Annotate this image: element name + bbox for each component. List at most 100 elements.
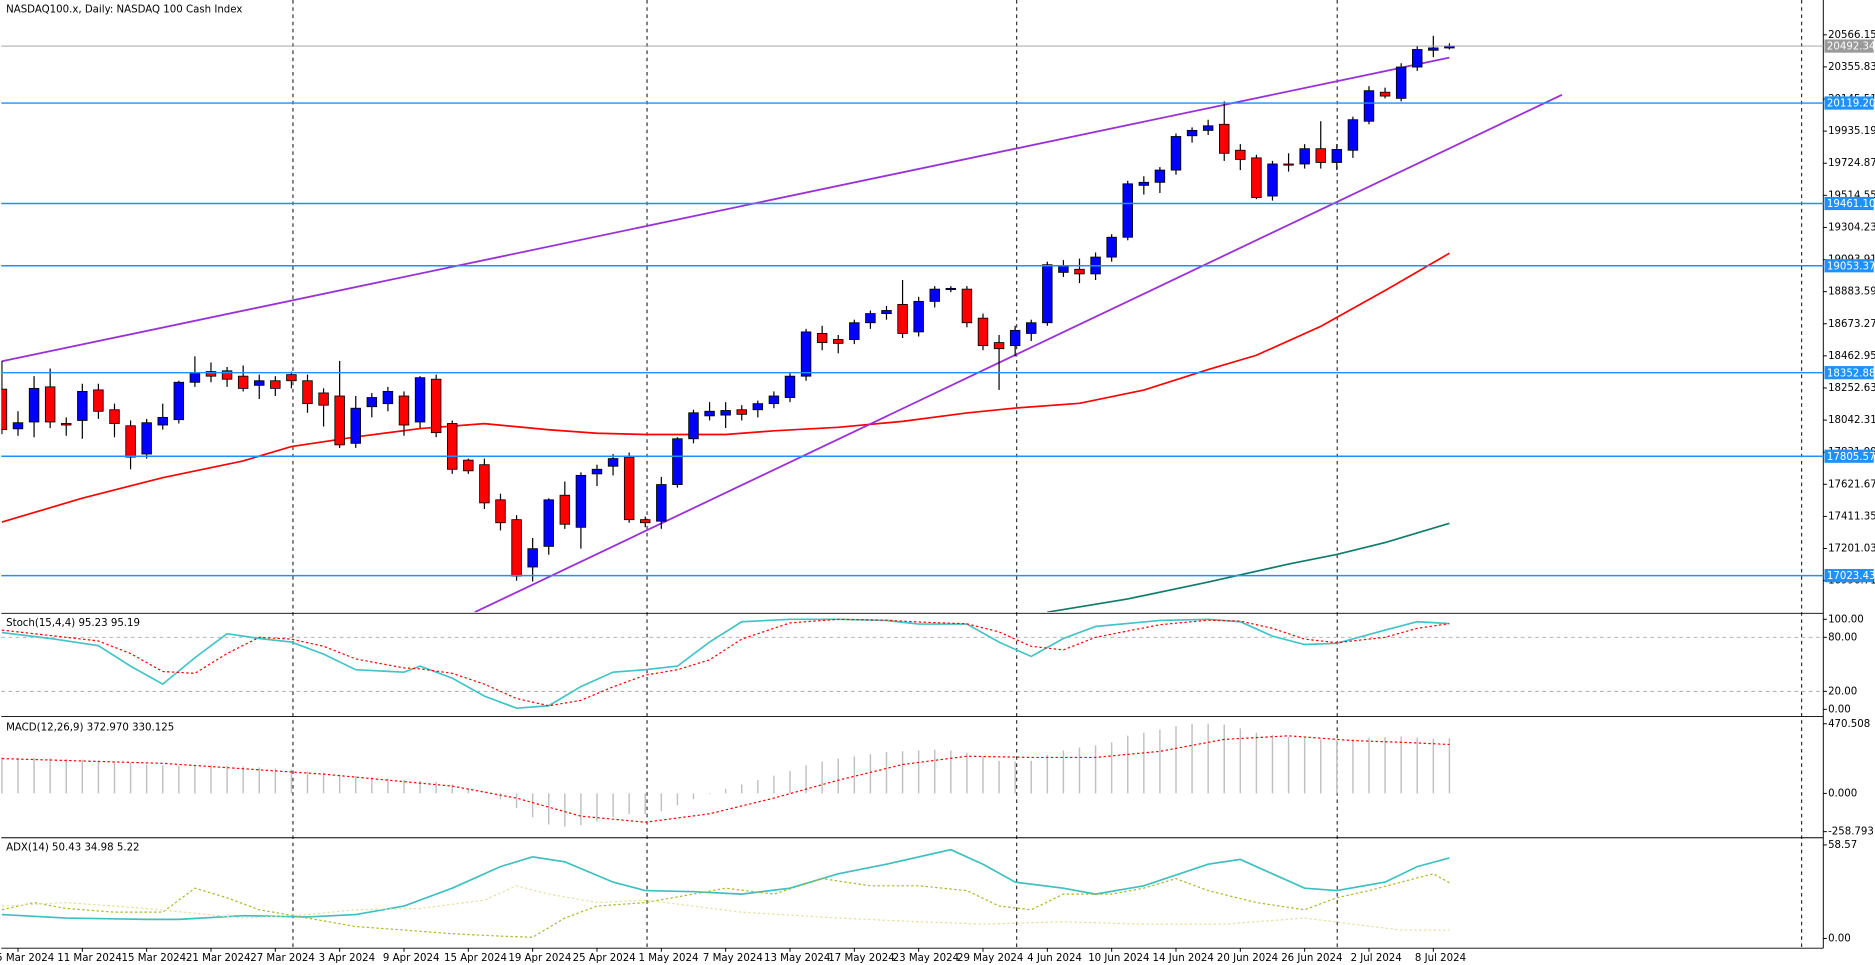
x-tick-label: 10 Jun 2024 bbox=[1088, 953, 1149, 964]
candle-body bbox=[977, 317, 989, 347]
candle-body bbox=[109, 409, 120, 424]
candle-body bbox=[1347, 119, 1359, 151]
candle-body bbox=[1283, 163, 1294, 166]
candle-body bbox=[334, 395, 345, 446]
x-tick-label: 1 May 2024 bbox=[639, 953, 699, 964]
candle-body bbox=[833, 339, 844, 344]
indicator-panel: 0.00 20.00 80.00 100.00 Stoch(15,4,4) 95.23 … bbox=[1, 614, 1864, 715]
level-label: 19053.37 bbox=[1827, 261, 1875, 272]
candle-body bbox=[77, 391, 88, 421]
candle-body bbox=[286, 374, 297, 382]
y-tick-label: 58.57 bbox=[1828, 840, 1857, 851]
candle-body bbox=[447, 423, 458, 470]
indicator-panel: -258.793 0.000 470.508 MACD(12,26,9) 372.97… bbox=[1, 719, 1874, 838]
y-tick-label: 17201.03 bbox=[1828, 544, 1875, 555]
y-tick-label: 18883.59 bbox=[1828, 287, 1875, 298]
candle-body bbox=[575, 474, 587, 528]
indicator-line bbox=[1, 618, 1450, 707]
level-label: 20119.20 bbox=[1827, 99, 1875, 110]
level-label-box bbox=[1824, 96, 1874, 110]
candle-body bbox=[495, 499, 506, 524]
trendline bbox=[1, 56, 1450, 363]
level-label: 17023.43 bbox=[1827, 571, 1875, 582]
x-tick-label: 23 May 2024 bbox=[893, 953, 959, 964]
moving-average bbox=[1, 252, 1450, 523]
candle-body bbox=[1315, 148, 1326, 163]
candle-body bbox=[736, 409, 747, 415]
candle-body bbox=[1202, 125, 1214, 131]
candle-body bbox=[993, 342, 1005, 350]
candle-body bbox=[881, 310, 892, 315]
candle-body bbox=[93, 389, 104, 412]
candle-body bbox=[1251, 157, 1262, 198]
candle-body bbox=[189, 372, 201, 383]
candle-body bbox=[800, 331, 812, 377]
candle-body bbox=[382, 391, 394, 405]
x-tick-label: 14 Jun 2024 bbox=[1153, 953, 1214, 964]
candle-body bbox=[205, 371, 217, 377]
y-tick-label: 18042.31 bbox=[1828, 415, 1875, 426]
candle-body bbox=[254, 380, 265, 386]
x-tick-label: 11 Mar 2024 bbox=[57, 953, 122, 964]
indicator-panel: 0.00 58.57 ADX(14) 50.43 34.98 5.22 bbox=[1, 840, 1857, 945]
indicator-line bbox=[1, 873, 1450, 938]
candle-body bbox=[141, 422, 152, 455]
candle-body bbox=[527, 548, 538, 568]
level-label-box bbox=[1824, 449, 1874, 463]
x-tick-label: 20 Jun 2024 bbox=[1217, 953, 1278, 964]
level-label-box bbox=[1824, 196, 1874, 211]
candle-body bbox=[1, 388, 8, 431]
y-tick-label: 17621.67 bbox=[1828, 479, 1875, 490]
candle-body bbox=[623, 456, 635, 521]
y-tick-label: 19935.19 bbox=[1828, 126, 1875, 137]
candle-body bbox=[1009, 329, 1021, 347]
current-price-label: 20492.34 bbox=[1827, 42, 1875, 53]
candle-body bbox=[28, 387, 40, 423]
x-tick-label: 17 May 2024 bbox=[828, 953, 894, 964]
candle-body bbox=[784, 375, 796, 398]
y-tick-label: -258.793 bbox=[1828, 827, 1874, 838]
candle-body bbox=[961, 288, 973, 324]
candle-body bbox=[865, 313, 876, 324]
y-tick-label: 0.00 bbox=[1828, 934, 1851, 945]
candle-body bbox=[720, 410, 731, 416]
candle-body bbox=[221, 370, 233, 380]
level-label-box bbox=[1824, 569, 1874, 583]
candle-body bbox=[270, 380, 281, 389]
candle-body bbox=[1235, 149, 1246, 160]
y-tick-label: 0.00 bbox=[1828, 704, 1851, 715]
candle-body bbox=[849, 322, 860, 340]
level-label: 19461.10 bbox=[1827, 199, 1875, 210]
main-plot bbox=[1, 35, 1563, 613]
candle-body bbox=[929, 288, 940, 302]
candle-body bbox=[44, 386, 56, 423]
candle-body bbox=[1042, 264, 1053, 324]
x-tick-label: 29 May 2024 bbox=[957, 953, 1023, 964]
y-tick-label: 100.00 bbox=[1828, 614, 1864, 625]
candle-body bbox=[302, 380, 313, 405]
indicator-title: Stoch(15,4,4) 95.23 95.19 bbox=[6, 618, 140, 629]
candle-body bbox=[157, 416, 168, 426]
candle-body bbox=[816, 333, 828, 344]
candle-body bbox=[1428, 47, 1439, 51]
candle-body bbox=[61, 423, 72, 426]
candle-body bbox=[366, 397, 378, 408]
candle-body bbox=[897, 304, 908, 334]
candle-body bbox=[591, 468, 603, 475]
candle-body bbox=[237, 375, 249, 389]
x-tick-label: 26 Jun 2024 bbox=[1281, 953, 1342, 964]
candle-body bbox=[1058, 265, 1069, 273]
candle-body bbox=[688, 412, 699, 440]
candle-body bbox=[640, 519, 651, 524]
level-label: 18352.88 bbox=[1827, 368, 1875, 379]
y-tick-label: 17411.35 bbox=[1828, 511, 1875, 522]
indicator-line bbox=[1, 848, 1450, 921]
candle-body bbox=[1379, 91, 1391, 97]
candle-body bbox=[1138, 181, 1150, 186]
x-tick-label: 7 May 2024 bbox=[703, 953, 763, 964]
x-tick-label: 5 Mar 2024 bbox=[0, 953, 54, 964]
x-tick-label: 25 Apr 2024 bbox=[573, 953, 636, 964]
candle-body bbox=[768, 395, 780, 405]
